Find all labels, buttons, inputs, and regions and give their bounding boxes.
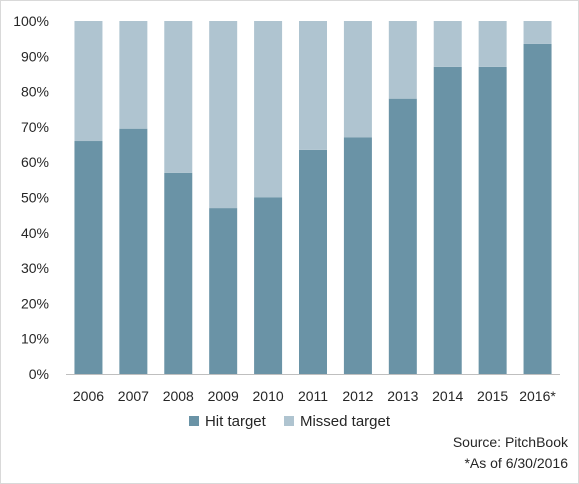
x-tick-label: 2011 bbox=[298, 388, 328, 404]
bar-hit-target bbox=[523, 43, 552, 374]
legend-swatch-missed-target bbox=[283, 416, 294, 426]
bar-hit-target bbox=[388, 98, 417, 374]
bar-hit-target bbox=[74, 141, 103, 374]
legend-item-hit-target: Hit target bbox=[188, 413, 266, 430]
x-tick-label: 2007 bbox=[118, 388, 149, 404]
bar-hit-target bbox=[433, 66, 462, 374]
bar-missed-target bbox=[299, 21, 327, 150]
y-tick-label: 50% bbox=[21, 190, 49, 206]
bar-hit-target bbox=[254, 197, 283, 374]
bar-hit-target bbox=[299, 149, 327, 374]
y-tick-label: 40% bbox=[21, 225, 49, 241]
y-tick-label: 80% bbox=[21, 84, 49, 100]
source-note: Source: PitchBook bbox=[452, 434, 568, 450]
bar-hit-target bbox=[209, 208, 238, 374]
legend-item-missed-target: Missed target bbox=[283, 413, 391, 430]
y-tick-label: 30% bbox=[21, 260, 49, 276]
y-tick-label: 100% bbox=[13, 13, 49, 29]
bar-missed-target bbox=[209, 21, 238, 209]
bar-hit-target bbox=[343, 137, 372, 374]
bar-missed-target bbox=[523, 21, 552, 44]
bar-missed-target bbox=[74, 21, 103, 142]
bar-missed-target bbox=[433, 21, 462, 67]
bar-chart: 0%10%20%30%40%50%60%70%80%90%100% 2006 20… bbox=[13, 13, 560, 404]
bar-missed-target bbox=[388, 21, 417, 99]
x-axis: 2006 2007 2008 2009 2010 2011 2012 2013 2014 2015… bbox=[73, 388, 557, 404]
footnote: *As of 6/30/2016 bbox=[464, 455, 568, 471]
legend-swatch-hit-target bbox=[188, 416, 199, 426]
bar-missed-target bbox=[119, 21, 148, 129]
x-tick-label: 2008 bbox=[163, 388, 194, 404]
bar-hit-target bbox=[119, 128, 148, 374]
y-tick-label: 0% bbox=[29, 366, 49, 382]
y-tick-label: 90% bbox=[21, 48, 49, 64]
y-tick-label: 20% bbox=[21, 295, 49, 311]
bar-missed-target bbox=[343, 21, 372, 138]
x-tick-label: 2006 bbox=[73, 388, 104, 404]
bars-group bbox=[74, 21, 552, 374]
x-tick-label: 2009 bbox=[208, 388, 239, 404]
bar-missed-target bbox=[254, 21, 283, 198]
x-tick-label: 2010 bbox=[253, 388, 284, 404]
x-tick-label: 2012 bbox=[342, 388, 373, 404]
y-axis: 0% 10% 20% 30% 40% 50% 60% 70% 80% 90% 100% bbox=[13, 13, 49, 382]
bar-missed-target bbox=[164, 21, 193, 173]
bar-hit-target bbox=[478, 66, 507, 374]
x-tick-label: 2015 bbox=[477, 388, 508, 404]
legend-label-hit-target: Hit target bbox=[204, 413, 266, 430]
x-tick-label: 2013 bbox=[387, 388, 418, 404]
y-tick-label: 70% bbox=[21, 119, 49, 135]
y-tick-label: 60% bbox=[21, 154, 49, 170]
x-tick-label: 2016* bbox=[519, 388, 556, 404]
legend-label-missed-target: Missed target bbox=[299, 413, 391, 430]
bar-hit-target bbox=[164, 172, 193, 374]
legend: Hit target Missed target bbox=[0, 413, 579, 430]
x-tick-label: 2014 bbox=[432, 388, 463, 404]
bar-missed-target bbox=[478, 21, 507, 67]
y-tick-label: 10% bbox=[21, 331, 49, 347]
